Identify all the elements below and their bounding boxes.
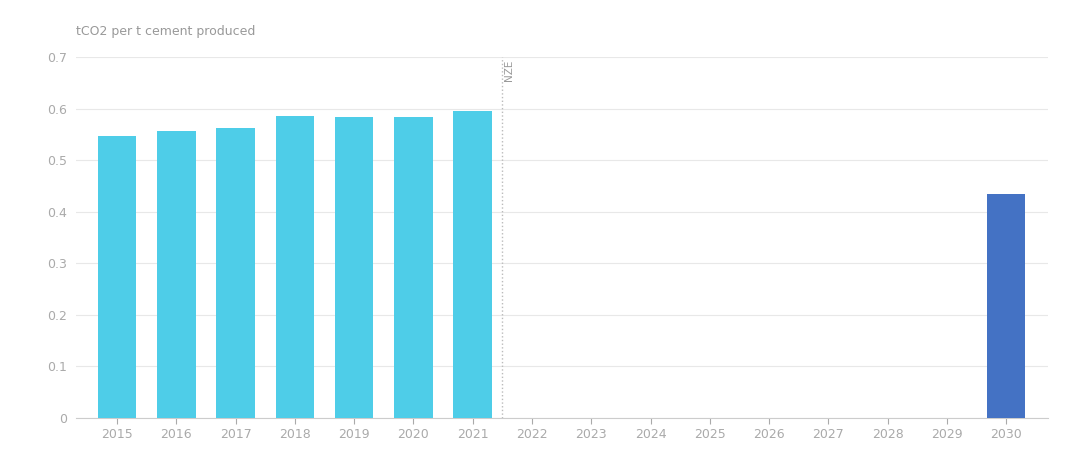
Bar (157, 131, 195, 418)
Bar (335, 117, 374, 418)
Bar (454, 111, 492, 418)
Bar (987, 194, 1025, 418)
Bar (275, 116, 314, 418)
Bar (216, 128, 255, 418)
Text: tCO2 per t cement produced: tCO2 per t cement produced (76, 25, 255, 38)
Bar (394, 117, 433, 418)
Text: NZE: NZE (504, 59, 514, 81)
Bar (98, 136, 136, 418)
